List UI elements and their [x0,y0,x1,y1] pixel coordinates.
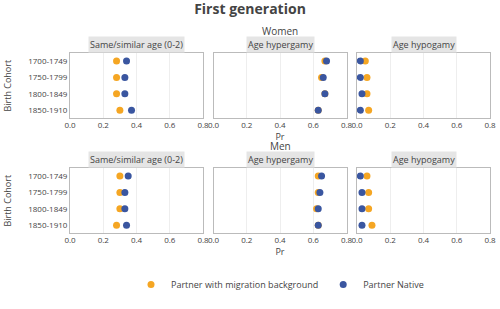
svg-text:Same/similar age (0-2): Same/similar age (0-2) [90,38,183,51]
svg-text:0.6: 0.6 [164,119,176,130]
svg-text:Men: Men [270,139,291,153]
svg-text:Pr: Pr [275,130,284,143]
svg-text:Partner with migration backgro: Partner with migration background [171,278,318,291]
svg-text:Pr: Pr [275,245,284,258]
svg-text:Age hypogamy: Age hypogamy [393,153,455,166]
svg-text:First generation: First generation [194,0,306,18]
svg-text:Age hypergamy: Age hypergamy [248,153,313,166]
svg-text:0.4: 0.4 [274,119,286,130]
svg-text:Same/similar age (0-2): Same/similar age (0-2) [90,153,183,166]
svg-text:0.4: 0.4 [131,119,143,130]
svg-text:0.6: 0.6 [164,234,176,245]
svg-text:0.8: 0.8 [484,234,496,245]
svg-text:0.0: 0.0 [208,119,220,130]
svg-text:1750-1799: 1750-1799 [28,71,68,82]
svg-text:0.2: 0.2 [98,119,110,130]
svg-text:Age hypergamy: Age hypergamy [248,38,313,51]
svg-text:0.0: 0.0 [351,234,363,245]
svg-text:0.4: 0.4 [274,234,286,245]
svg-text:1700-1749: 1700-1749 [28,55,68,66]
svg-text:0.0: 0.0 [208,234,220,245]
svg-text:1850-1910: 1850-1910 [28,104,68,115]
svg-text:0.8: 0.8 [484,119,496,130]
svg-text:Birth Cohort: Birth Cohort [1,60,14,112]
svg-text:Age hypogamy: Age hypogamy [393,38,455,51]
svg-text:0.8: 0.8 [197,119,209,130]
svg-text:1700-1749: 1700-1749 [28,170,68,181]
svg-text:0.0: 0.0 [64,234,76,245]
svg-text:0.6: 0.6 [451,119,463,130]
svg-text:0.0: 0.0 [351,119,363,130]
svg-text:Women: Women [262,24,298,38]
svg-text:0.2: 0.2 [385,119,397,130]
svg-text:Birth Cohort: Birth Cohort [1,175,14,227]
svg-text:0.2: 0.2 [385,234,397,245]
svg-text:0.2: 0.2 [98,234,110,245]
svg-text:0.6: 0.6 [308,119,320,130]
svg-text:0.4: 0.4 [418,234,430,245]
svg-text:0.0: 0.0 [64,119,76,130]
svg-text:0.4: 0.4 [418,119,430,130]
svg-text:0.2: 0.2 [241,119,253,130]
svg-text:0.8: 0.8 [341,119,353,130]
svg-text:0.6: 0.6 [308,234,320,245]
svg-text:0.6: 0.6 [451,234,463,245]
svg-text:1850-1910: 1850-1910 [28,219,68,230]
svg-text:0.2: 0.2 [241,234,253,245]
svg-text:1800-1849: 1800-1849 [28,203,68,214]
svg-text:Partner Native: Partner Native [363,278,424,291]
svg-text:0.8: 0.8 [341,234,353,245]
svg-text:1750-1799: 1750-1799 [28,186,68,197]
svg-text:0.4: 0.4 [131,234,143,245]
svg-text:1800-1849: 1800-1849 [28,88,68,99]
svg-text:0.8: 0.8 [197,234,209,245]
